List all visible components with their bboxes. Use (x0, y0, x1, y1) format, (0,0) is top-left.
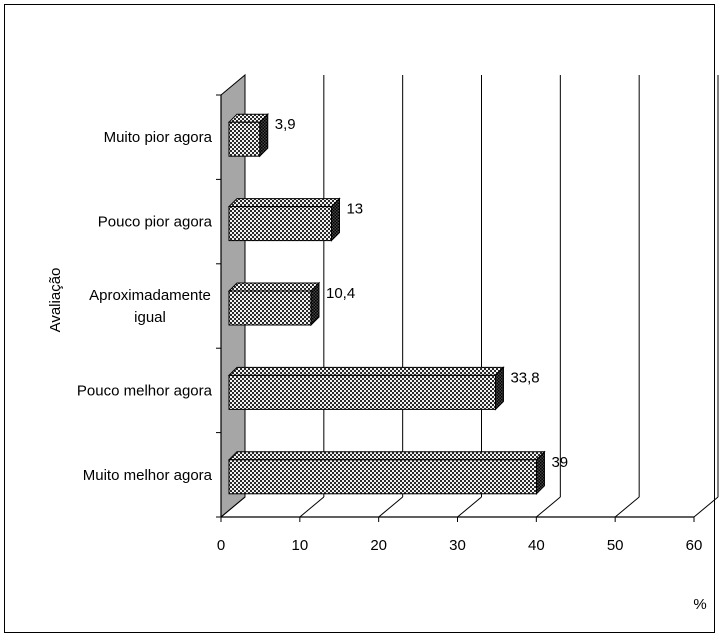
x-tick-label: 50 (607, 537, 624, 554)
bar-top (227, 451, 546, 461)
data-label: 39 (551, 454, 568, 471)
x-tick-label: 10 (291, 537, 308, 554)
data-label: 13 (346, 201, 363, 218)
floor-line (614, 496, 640, 518)
x-tick-label: 0 (217, 537, 225, 554)
data-label: 10,4 (326, 285, 355, 302)
floor-line (693, 496, 719, 518)
category-label: igual (134, 309, 166, 326)
floor-line (378, 496, 403, 518)
floor-line (536, 496, 561, 518)
x-tick-label: 60 (686, 537, 703, 554)
bar (228, 459, 537, 495)
category-label: Aproximadamente (89, 287, 211, 304)
category-label: Pouco pior agora (98, 214, 213, 231)
x-tick-label: 40 (528, 537, 545, 554)
bar (228, 121, 261, 157)
floor-line (299, 496, 325, 518)
data-label: 33,8 (510, 369, 539, 386)
floor-line (220, 496, 246, 518)
x-axis-title: % (693, 596, 706, 613)
bar (228, 374, 496, 410)
bar-end (494, 366, 504, 411)
bar-end (259, 112, 269, 158)
bar-end (535, 450, 545, 496)
category-label: Muito melhor agora (83, 467, 213, 484)
bar-top (227, 282, 321, 292)
bar-end (330, 197, 340, 242)
bar-end (310, 281, 320, 327)
y-axis-title: Avaliação (47, 268, 64, 333)
category-label: Pouco melhor agora (77, 382, 213, 399)
x-tick-label: 30 (449, 537, 466, 554)
data-label: 3,9 (275, 116, 296, 133)
floor-line (457, 496, 482, 518)
bar-top (227, 198, 341, 208)
x-tick-label: 20 (370, 537, 387, 554)
category-label: Muito pior agora (104, 129, 213, 146)
bar (228, 290, 312, 326)
bar-top (227, 366, 505, 376)
bar (228, 206, 332, 242)
chart-frame (4, 4, 715, 633)
